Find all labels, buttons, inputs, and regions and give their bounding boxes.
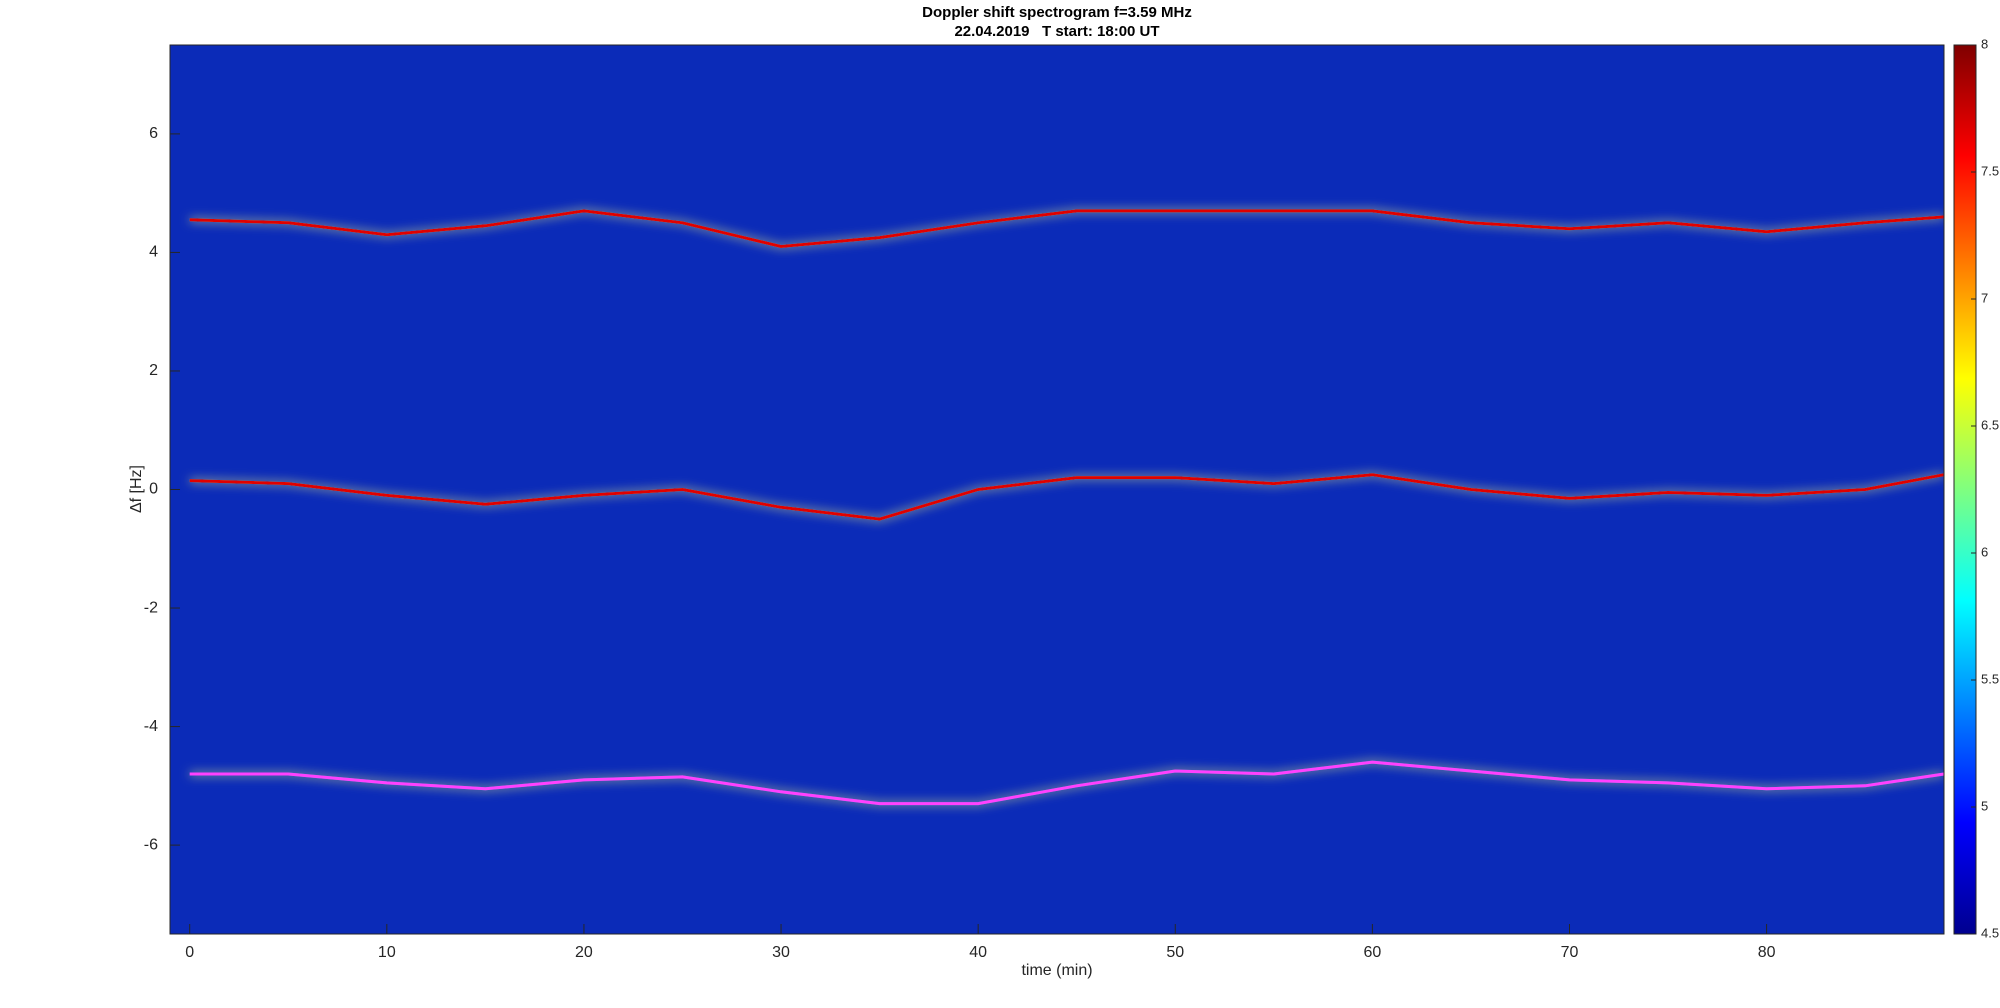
colorbar-tick-label: 4.5 bbox=[1981, 925, 1999, 940]
colorbar-tick-label: 7 bbox=[1981, 290, 1988, 305]
y-tick-label: -4 bbox=[144, 718, 158, 735]
x-tick-label: 20 bbox=[575, 944, 593, 961]
colorbar: 4.5 5 5.5 6 6.5 7 7.5 8 bbox=[1953, 36, 1999, 940]
doppler-trace bbox=[189, 209, 1945, 249]
colorbar-tick-label: 6.5 bbox=[1981, 417, 1999, 432]
colorbar-tick-label: 5.5 bbox=[1981, 671, 1999, 686]
chart-title: Doppler shift spectrogram f=3.59 MHz bbox=[922, 4, 1192, 21]
colorbar-tick-label: 7.5 bbox=[1981, 163, 1999, 178]
x-tick-label: 60 bbox=[1363, 944, 1381, 961]
chart-subtitle: 22.04.2019 T start: 18:00 UT bbox=[954, 23, 1159, 40]
y-tick-label: -6 bbox=[144, 836, 158, 853]
colorbar-tick-label: 5 bbox=[1981, 798, 1988, 813]
y-tick-label: 4 bbox=[149, 244, 158, 261]
x-tick-label: 50 bbox=[1166, 944, 1184, 961]
doppler-trace bbox=[189, 473, 1945, 521]
y-tick-label: 6 bbox=[149, 125, 158, 142]
y-tick-label: 0 bbox=[149, 481, 158, 498]
colorbar-scale bbox=[1953, 44, 1977, 935]
doppler-trace bbox=[189, 760, 1945, 806]
x-tick-label: 70 bbox=[1561, 944, 1579, 961]
x-tick-label: 30 bbox=[772, 944, 790, 961]
x-tick-label: 0 bbox=[185, 944, 194, 961]
colorbar-tick-label: 8 bbox=[1981, 36, 1988, 51]
x-tick-label: 80 bbox=[1758, 944, 1776, 961]
x-tick-label: 40 bbox=[969, 944, 987, 961]
x-tick-label: 10 bbox=[378, 944, 396, 961]
y-tick-label: 2 bbox=[149, 362, 158, 379]
colorbar-tick-label: 6 bbox=[1981, 544, 1988, 559]
y-axis-label: Δf [Hz] bbox=[128, 465, 145, 513]
x-axis-label: time (min) bbox=[1021, 962, 1092, 979]
plot-background bbox=[170, 45, 1944, 934]
y-tick-label: -2 bbox=[144, 599, 158, 616]
